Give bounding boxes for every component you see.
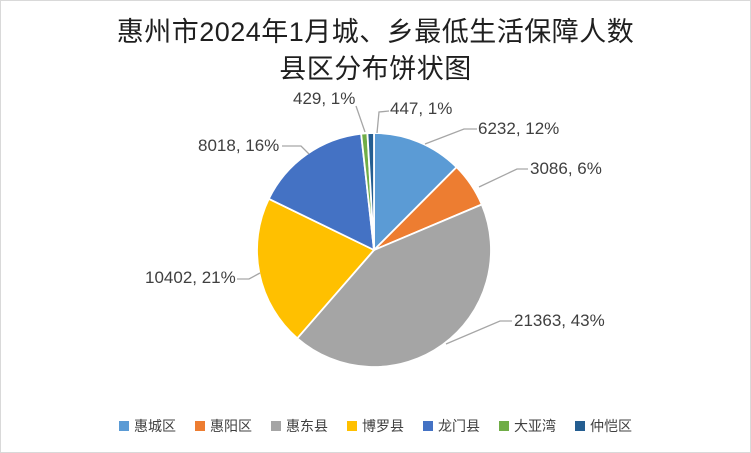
legend-label: 博罗县: [362, 418, 404, 434]
leader-line-惠城区: [424, 128, 477, 145]
legend-swatch-icon: [271, 421, 281, 431]
legend-swatch-icon: [347, 421, 357, 431]
pie-slice-龙门县: [267, 132, 375, 251]
data-label-zhongkaiqu: 447, 1%: [390, 99, 453, 118]
chart-title-line1: 惠州市2024年1月城、乡最低生活保障人数: [116, 17, 635, 47]
legend-item-huichengqu: 惠城区: [119, 418, 176, 434]
chart-title-line2: 县区分布饼状图: [279, 54, 472, 84]
legend-swatch-icon: [423, 421, 433, 431]
data-label-huichengqu: 6232, 12%: [478, 119, 560, 138]
legend-swatch-icon: [119, 421, 129, 431]
pie-slice-惠城区: [373, 132, 458, 251]
leader-line-惠阳区: [478, 168, 528, 188]
legend-label: 惠城区: [134, 418, 176, 434]
legend-swatch-icon: [499, 421, 509, 431]
data-label-boluoxian: 10402, 21%: [145, 268, 236, 287]
leader-line-大亚湾: [355, 105, 366, 133]
data-label-huidongxian: 21363, 43%: [514, 311, 605, 330]
legend-item-huidongxian: 惠东县: [271, 418, 328, 434]
leader-line-龙门县: [282, 145, 310, 155]
data-label-dayawan: 429, 1%: [293, 89, 356, 108]
legend-item-zhongkaiqu: 仲恺区: [575, 418, 632, 434]
legend-label: 惠阳区: [210, 418, 252, 434]
legend-label: 龙门县: [438, 418, 480, 434]
legend-label: 大亚湾: [514, 418, 556, 434]
data-label-longmenxian: 8018, 16%: [198, 136, 280, 155]
legend-label: 仲恺区: [590, 418, 632, 434]
legend-item-boluoxian: 博罗县: [347, 418, 404, 434]
chart-title: 惠州市2024年1月城、乡最低生活保障人数 县区分布饼状图: [1, 14, 750, 88]
legend-swatch-icon: [575, 421, 585, 431]
legend-label: 惠东县: [286, 418, 328, 434]
legend-swatch-icon: [195, 421, 205, 431]
legend-item-dayawan: 大亚湾: [499, 418, 556, 434]
pie-slice-惠东县: [296, 203, 492, 368]
leader-line-仲恺区: [376, 110, 390, 134]
leader-line-博罗县: [237, 272, 261, 280]
legend-item-huiyangqu: 惠阳区: [195, 418, 252, 434]
data-label-huiyangqu: 3086, 6%: [530, 159, 602, 178]
legend: 惠城区 惠阳区 惠东县 博罗县 龙门县 大亚湾 仲恺区: [1, 418, 750, 434]
legend-item-longmenxian: 龙门县: [423, 418, 480, 434]
leader-line-惠东县: [445, 320, 512, 345]
pie-slice-仲恺区: [366, 132, 375, 251]
